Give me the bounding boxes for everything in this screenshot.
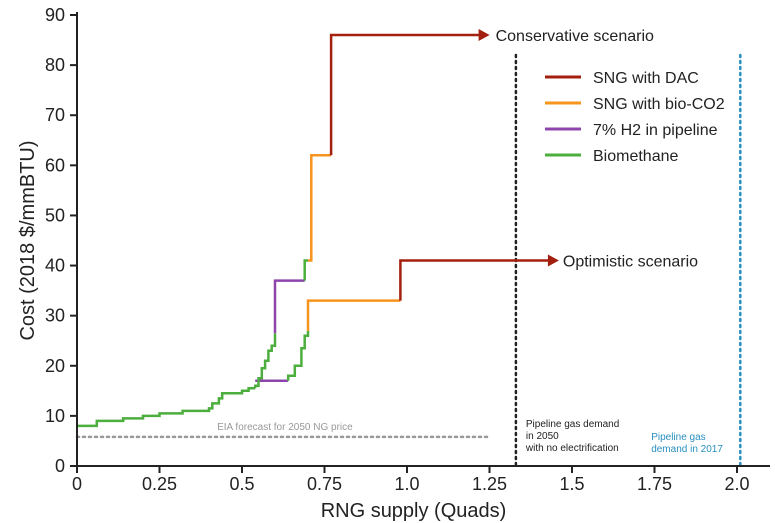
x-tick-label-0: 0 bbox=[72, 474, 82, 494]
legend-label-7-h2-in-pipeline: 7% H2 in pipeline bbox=[593, 122, 718, 139]
legend: SNG with DAC SNG with bio-CO2 7% H2 in pip… bbox=[545, 70, 725, 165]
x-tick-label-5: 1.25 bbox=[472, 474, 507, 494]
x-tick-label-4: 1.0 bbox=[394, 474, 419, 494]
x-tick-label-3: 0.75 bbox=[307, 474, 342, 494]
x-tick-label-7: 1.75 bbox=[637, 474, 672, 494]
optimistic-sng-with-dac-3 bbox=[399, 259, 549, 301]
legend-label-sng-with-dac: SNG with DAC bbox=[593, 70, 699, 87]
optimistic-scenario-label: Optimistic scenario bbox=[563, 254, 698, 271]
y-tick-label-4: 40 bbox=[45, 256, 65, 276]
demand-2017-label-0: Pipeline gas bbox=[651, 432, 705, 443]
x-tick-label-6: 1.5 bbox=[559, 474, 584, 494]
y-tick-label-1: 10 bbox=[45, 406, 65, 426]
y-tick-label-0: 0 bbox=[55, 456, 65, 476]
legend-label-sng-with-bio-co2: SNG with bio-CO2 bbox=[593, 96, 725, 113]
demand-2050-label-1: in 2050 bbox=[526, 431, 559, 442]
y-tick-label-6: 60 bbox=[45, 155, 65, 175]
y-tick-label-5: 50 bbox=[45, 205, 65, 225]
conservative-7-h2-in-pipeline-1 bbox=[273, 279, 305, 334]
y-axis-title: Cost (2018 $/mmBTU) bbox=[17, 140, 39, 340]
legend-label-biomethane: Biomethane bbox=[593, 148, 678, 165]
eia-forecast-label: EIA forecast for 2050 NG price bbox=[217, 422, 353, 433]
demand-2050-label-0: Pipeline gas demand bbox=[526, 419, 619, 430]
conservative-biomethane-2 bbox=[303, 259, 308, 281]
demand-2050-label-2: with no electrification bbox=[525, 443, 619, 454]
base-biomethane-line bbox=[77, 387, 256, 428]
demand-2017-label-1: demand in 2017 bbox=[651, 444, 723, 455]
conservative-sng-with-dac-4 bbox=[329, 33, 480, 156]
y-tick-label-8: 80 bbox=[45, 55, 65, 75]
optimistic-sng-with-bio-co2-2 bbox=[306, 299, 401, 331]
x-tick-label-1: 0.25 bbox=[142, 474, 177, 494]
y-tick-label-2: 20 bbox=[45, 356, 65, 376]
axes: 0 10 20 30 40 50 60 70 80 90 0 0.25 0.5 0.75 1.0 1.25 1.… bbox=[45, 5, 770, 494]
x-axis-title: RNG supply (Quads) bbox=[321, 500, 507, 522]
conservative-scenario-label: Conservative scenario bbox=[496, 28, 654, 45]
y-tick-label-3: 30 bbox=[45, 306, 65, 326]
x-tick-label-2: 0.5 bbox=[229, 474, 254, 494]
x-tick-label-8: 2.0 bbox=[724, 474, 749, 494]
conservative-biomethane-0 bbox=[253, 333, 277, 389]
y-tick-label-7: 70 bbox=[45, 105, 65, 125]
optimistic-arrow-head bbox=[547, 254, 559, 267]
conservative-arrow-head bbox=[478, 29, 490, 42]
optimistic-biomethane-1 bbox=[286, 330, 310, 381]
conservative-sng-with-bio-co2-3 bbox=[308, 154, 332, 262]
y-tick-label-9: 90 bbox=[45, 5, 65, 25]
plot-lines: EIA forecast for 2050 NG price Pipeline g… bbox=[75, 28, 742, 468]
